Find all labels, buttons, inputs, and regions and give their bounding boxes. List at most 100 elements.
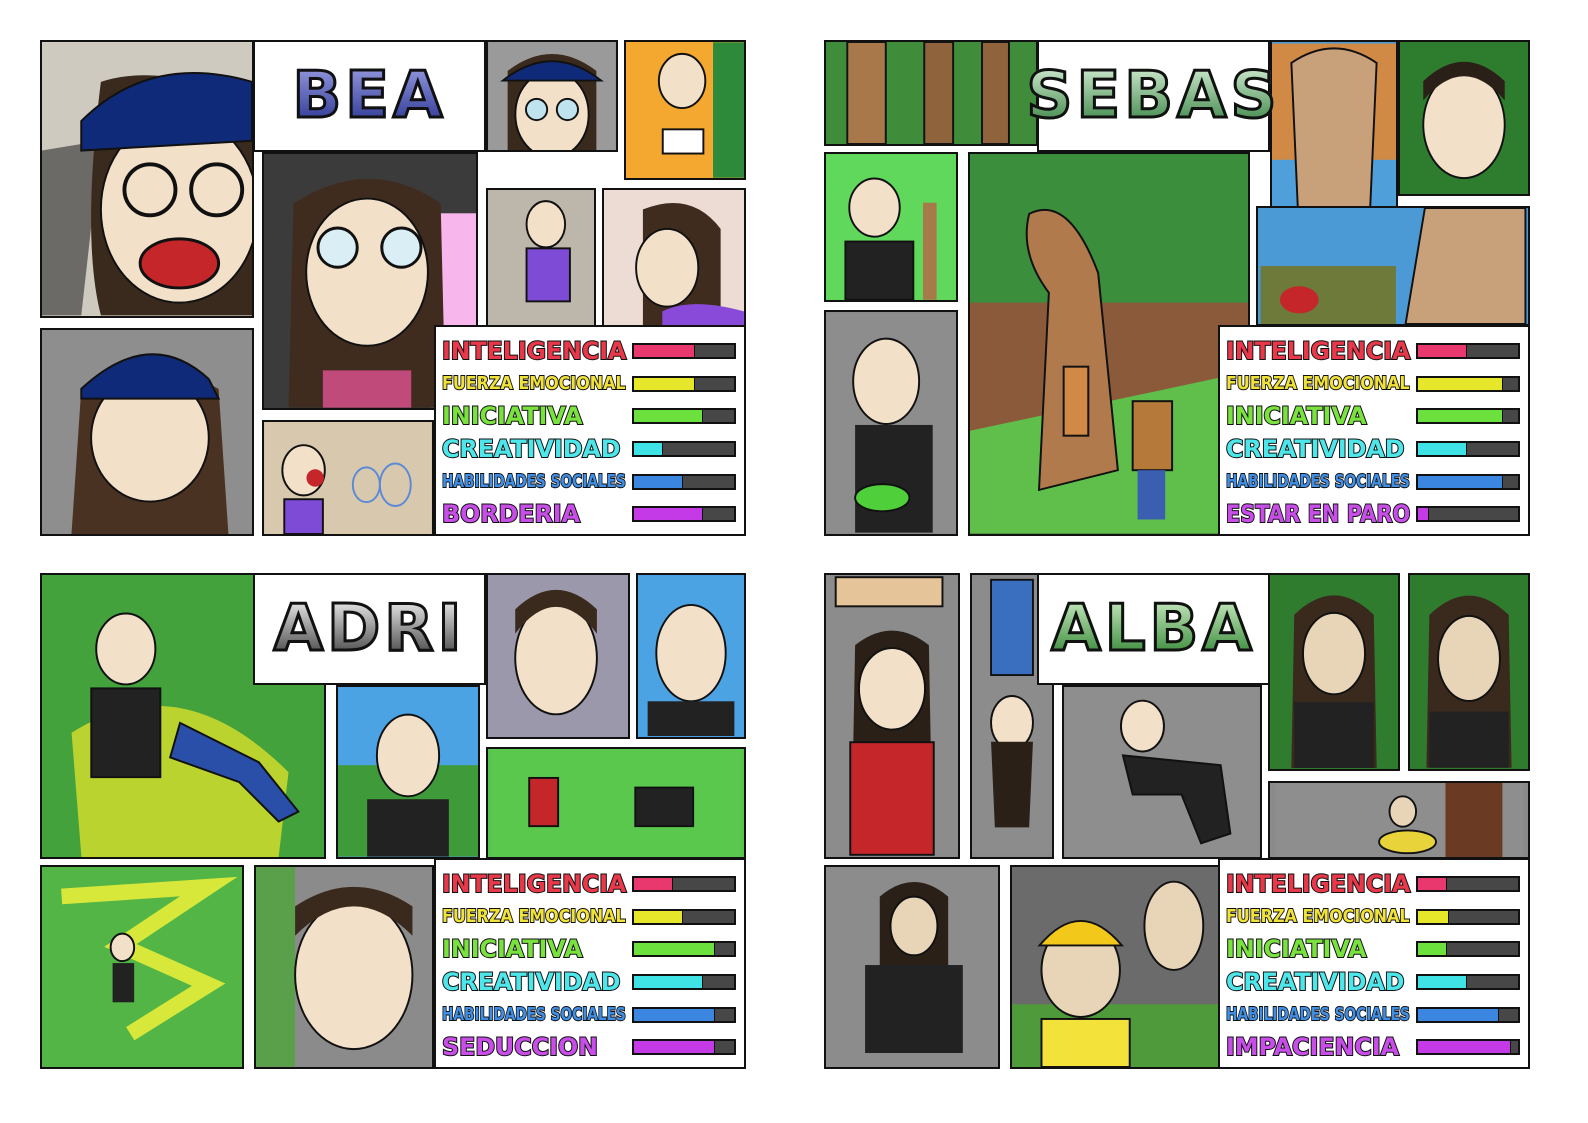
stat-label: INICIATIVA [1225, 402, 1367, 431]
man-walking-path-illustration [42, 867, 242, 1067]
stat-bar [1416, 876, 1520, 893]
stat-row: FUERZA EMOCIONAL [1225, 901, 1520, 934]
stat-row: HABILIDADES SOCIALES [441, 465, 736, 498]
stat-row: CREATIVIDAD [1225, 966, 1520, 999]
stat-bar-fill [634, 1008, 715, 1021]
illustration-panel [1268, 781, 1530, 859]
man-angry-closeup-illustration [256, 867, 432, 1067]
stat-label: IMPACIENCIA [1225, 1033, 1400, 1062]
illustration-panel [970, 573, 1054, 859]
illustration-panel [1010, 865, 1222, 1069]
illustration-panel [1398, 40, 1530, 196]
stat-row: CREATIVIDAD [1225, 433, 1520, 466]
stat-label: CREATIVIDAD [1225, 435, 1405, 464]
stat-row: INTELIGENCIA [441, 868, 736, 901]
stat-row: INICIATIVA [441, 933, 736, 966]
stat-row: HABILIDADES SOCIALES [441, 998, 736, 1031]
illustration-panel [968, 152, 1250, 536]
stat-bar [632, 974, 736, 991]
stats-panel: INTELIGENCIA FUERZA EMOCIONAL INICIATIVA… [434, 858, 746, 1069]
illustration-panel [254, 865, 434, 1069]
stat-label: INTELIGENCIA [1225, 337, 1411, 366]
stat-row: INICIATIVA [441, 400, 736, 433]
man-holding-bowl-illustration [826, 313, 956, 533]
illustration-panel [486, 40, 618, 152]
stat-row: CREATIVIDAD [441, 433, 736, 466]
stat-bar [632, 908, 736, 925]
stat-row: FUERZA EMOCIONAL [441, 901, 736, 934]
stat-bar [632, 375, 736, 392]
stat-bar-fill [634, 410, 703, 423]
illustration-panel [602, 188, 746, 328]
stat-row: HABILIDADES SOCIALES [1225, 998, 1520, 1031]
woman-portrait-illustration [1410, 576, 1528, 768]
stat-label: CREATIVIDAD [441, 968, 621, 997]
character-sheet-adri: ADRI [40, 573, 746, 1069]
stat-row: BORDERIA [441, 498, 736, 531]
woman-with-flower-illustration [1274, 783, 1524, 857]
stat-bar-fill [634, 1041, 715, 1054]
stat-label: CREATIVIDAD [441, 435, 621, 464]
stat-label: BORDERIA [441, 500, 581, 529]
stat-bar [1416, 375, 1520, 392]
woman-portrait-illustration [1270, 576, 1398, 768]
shouting-character-illustration [264, 422, 432, 534]
stat-bar-fill [1418, 508, 1429, 521]
illustration-panel [486, 747, 746, 859]
illustration-panel [40, 865, 244, 1069]
stats-panel: INTELIGENCIA FUERZA EMOCIONAL INICIATIVA… [1218, 858, 1530, 1069]
illustration-panel [1062, 685, 1262, 859]
stat-row: INTELIGENCIA [1225, 335, 1520, 368]
stat-label: FUERZA EMOCIONAL [441, 372, 626, 394]
stat-bar-fill [634, 443, 663, 456]
illustration-panel [824, 152, 958, 302]
character-name: BEA [291, 58, 447, 135]
stat-row: CREATIVIDAD [441, 966, 736, 999]
stat-bar-fill [1418, 878, 1447, 891]
stat-bar [632, 876, 736, 893]
character-running-illustration [488, 190, 594, 326]
stat-row: FUERZA EMOCIONAL [1225, 368, 1520, 401]
stat-bar [632, 506, 736, 523]
stat-row: INTELIGENCIA [441, 335, 736, 368]
stat-bar [1416, 506, 1520, 523]
stat-label: ESTAR EN PARO [1225, 500, 1411, 529]
stat-label: HABILIDADES SOCIALES [441, 470, 626, 492]
worried-face-illustration [488, 42, 616, 150]
illustration-panel [1256, 206, 1530, 326]
character-sheet-bea: BEA [40, 40, 746, 536]
stat-bar-fill [634, 943, 715, 956]
stat-bar-fill [1418, 377, 1503, 390]
tree-face-closeup-illustration [1260, 208, 1527, 324]
stat-label: HABILIDADES SOCIALES [1225, 1003, 1410, 1025]
woman-sitting-illustration [826, 867, 998, 1067]
woman-upside-down-illustration [972, 578, 1052, 853]
illustration-panel [40, 40, 254, 318]
stat-bar-fill [634, 878, 673, 891]
character-sheet-sebas: SEBAS [824, 40, 1530, 536]
character-name-box: ALBA [1037, 573, 1270, 685]
stat-label: INTELIGENCIA [441, 337, 627, 366]
stat-bar-fill [634, 345, 695, 358]
stat-bar [1416, 408, 1520, 425]
man-drinking-illustration [826, 154, 956, 300]
stat-bar-fill [1418, 1008, 1499, 1021]
illustration-panel [262, 420, 434, 536]
character-name-box: ADRI [253, 573, 486, 685]
stat-label: FUERZA EMOCIONAL [1225, 905, 1410, 927]
character-name: ADRI [272, 591, 466, 668]
stat-bar [1416, 1006, 1520, 1023]
character-standing-illustration [626, 42, 744, 178]
stat-bar [632, 408, 736, 425]
stat-bar [1416, 974, 1520, 991]
stat-label: SEDUCCION [441, 1033, 599, 1062]
illustration-panel [40, 328, 254, 536]
stat-row: INICIATIVA [1225, 933, 1520, 966]
stat-bar-fill [1418, 475, 1503, 488]
character-sheet-alba: ALBA [824, 573, 1530, 1069]
illustration-panel [1268, 573, 1400, 771]
stats-panel: INTELIGENCIA FUERZA EMOCIONAL INICIATIVA… [434, 325, 746, 536]
stat-label: INTELIGENCIA [441, 870, 627, 899]
stat-bar [632, 941, 736, 958]
stat-label: INICIATIVA [441, 935, 583, 964]
